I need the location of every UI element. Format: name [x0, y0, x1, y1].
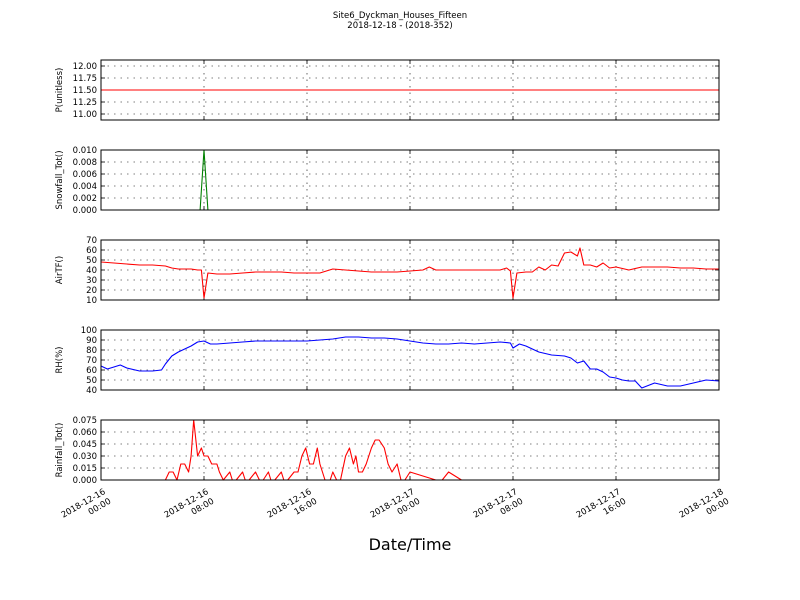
y-tick-label: 70	[86, 236, 97, 246]
y-tick-label: 0.006	[73, 170, 97, 180]
chart-title: Site6_Dyckman_Houses_Fifteen	[332, 11, 468, 21]
chart-subtitle: 2018-12-18 - (2018-352)	[347, 21, 453, 31]
y-tick-label: 100	[81, 326, 97, 336]
plot-frame	[100, 239, 720, 301]
y-tick-label: 40	[86, 266, 97, 276]
series-line	[100, 336, 720, 389]
plot-frame	[100, 149, 720, 211]
y-axis-label: AirTF()	[55, 256, 65, 284]
subplot-1: 11.00 11.25 11.50 11.75 12.00 P(unitless)	[55, 59, 720, 121]
y-tick-label: 0.008	[73, 158, 97, 168]
y-tick-label: 90	[86, 336, 97, 346]
y-tick-label: 11.75	[73, 74, 97, 84]
y-tick-label: 60	[86, 246, 97, 256]
y-tick-label: 11.25	[73, 98, 97, 108]
y-axis-label: P(unitless)	[55, 68, 65, 113]
x-axis-label: Date/Time	[369, 535, 452, 554]
y-axis-label: Snowfall_Tot()	[55, 150, 65, 209]
subplot-5: 0.000 0.015 0.030 0.045 0.060 0.075 Rainfall_T…	[55, 416, 720, 486]
y-tick-label: 12.00	[73, 62, 97, 72]
y-tick-label: 0.010	[73, 146, 97, 156]
y-tick-label: 0.015	[73, 464, 97, 474]
y-tick-label: 50	[86, 376, 97, 386]
y-axis-label: RH(%)	[55, 346, 65, 373]
y-tick-label: 20	[86, 286, 97, 296]
y-tick-label: 11.50	[73, 86, 97, 96]
y-tick-label: 0.000	[73, 206, 97, 216]
series-line	[101, 419, 719, 481]
series-line	[101, 149, 719, 211]
subplot-2: 0.000 0.002 0.004 0.006 0.008 0.010 Snowfall_T…	[55, 146, 720, 216]
y-tick-label: 11.00	[73, 110, 97, 120]
series-line	[100, 247, 719, 299]
y-tick-label: 0.045	[73, 440, 97, 450]
y-tick-label: 70	[86, 356, 97, 366]
y-tick-label: 0.030	[73, 452, 97, 462]
y-tick-label: 0.002	[73, 194, 97, 204]
y-tick-label: 0.004	[73, 182, 97, 192]
y-tick-label: 60	[86, 366, 97, 376]
y-tick-label: 30	[86, 276, 97, 286]
y-tick-label: 0.060	[73, 428, 97, 438]
y-axis-label: Rainfall_Tot()	[55, 423, 65, 478]
plot-frame	[100, 419, 720, 481]
y-tick-label: 0.075	[73, 416, 97, 426]
y-tick-label: 80	[86, 346, 97, 356]
y-tick-label: 0.000	[73, 476, 97, 486]
y-tick-label: 10	[86, 296, 97, 306]
plot-frame	[100, 59, 720, 121]
plot-frame	[100, 329, 720, 391]
y-tick-label: 40	[86, 386, 97, 396]
y-tick-label: 50	[86, 256, 97, 266]
